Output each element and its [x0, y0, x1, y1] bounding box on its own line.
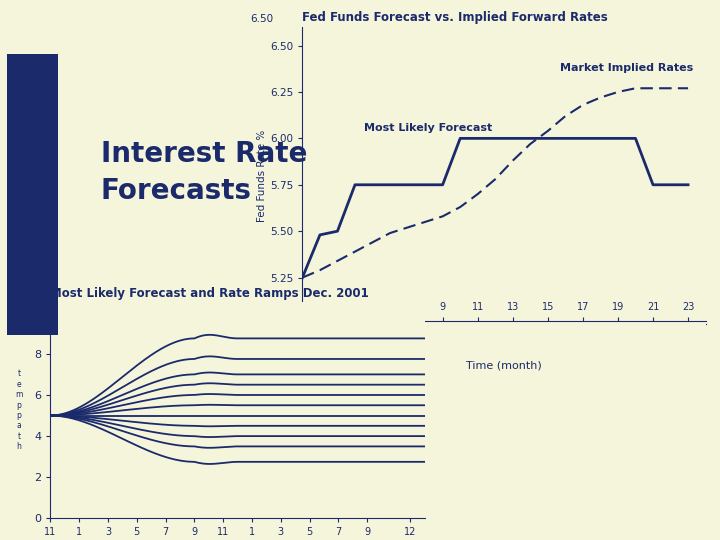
Text: Fed Funds Forecast vs. Implied Forward Rates: Fed Funds Forecast vs. Implied Forward R… — [302, 11, 608, 24]
X-axis label: Time (month): Time (month) — [466, 361, 542, 370]
Text: Most Likely Forecast and Rate Ramps Dec. 2001: Most Likely Forecast and Rate Ramps Dec.… — [50, 287, 369, 300]
Y-axis label: Fed Funds Rate %: Fed Funds Rate % — [257, 130, 267, 221]
Y-axis label: t
e
m
p
p
a
t
h: t e m p p a t h — [15, 369, 23, 451]
Text: 5.00: 5.00 — [250, 327, 273, 337]
Text: 6.50: 6.50 — [250, 14, 273, 24]
Text: Market Implied Rates: Market Implied Rates — [560, 63, 693, 73]
Text: 10: 10 — [10, 302, 24, 313]
Text: Most Likely Forecast: Most Likely Forecast — [364, 123, 492, 133]
Text: Interest Rate
Forecasts: Interest Rate Forecasts — [101, 140, 307, 205]
